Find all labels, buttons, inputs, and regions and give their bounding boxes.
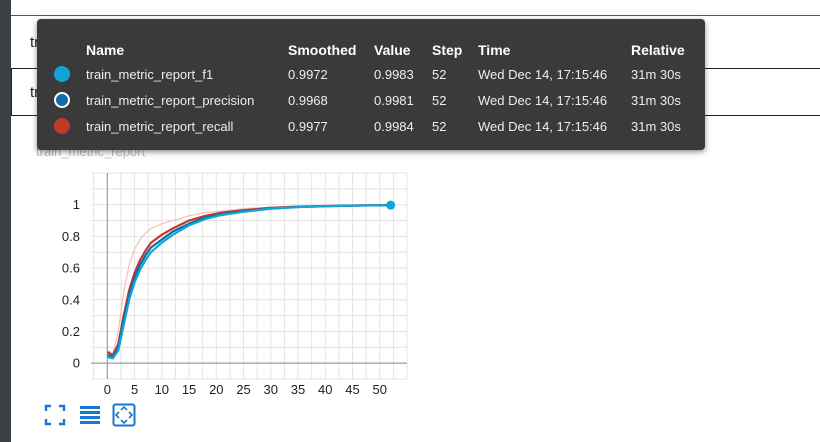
series-line xyxy=(107,204,391,358)
series-color-dot xyxy=(54,118,70,134)
raw-series-line xyxy=(107,206,271,355)
tooltip-row-step: 52 xyxy=(432,67,447,82)
y-tick-label: 0 xyxy=(73,356,80,371)
tooltip-header-step: Step xyxy=(432,42,463,58)
y-tick-label: 0.8 xyxy=(62,229,80,244)
tooltip-row-step: 52 xyxy=(432,119,447,134)
x-tick-label: 35 xyxy=(291,382,305,397)
series-color-dot xyxy=(54,66,70,82)
fullscreen-icon[interactable] xyxy=(43,403,67,427)
tooltip-row-relative: 31m 30s xyxy=(631,93,681,108)
tooltip-row-step: 52 xyxy=(432,93,447,108)
tooltip-header-smoothed: Smoothed xyxy=(288,42,357,58)
tooltip-row-time: Wed Dec 14, 17:15:46 xyxy=(478,119,608,134)
tooltip-row-relative: 31m 30s xyxy=(631,67,681,82)
x-tick-label: 30 xyxy=(264,382,278,397)
series-line xyxy=(106,203,391,357)
x-tick-label: 5 xyxy=(131,382,138,397)
x-tick-label: 45 xyxy=(345,382,359,397)
x-tick-label: 0 xyxy=(104,382,111,397)
divider xyxy=(11,15,820,16)
left-rail xyxy=(0,0,11,442)
tooltip-row-name: train_metric_report_precision xyxy=(86,93,255,108)
y-tick-label: 0.2 xyxy=(62,324,80,339)
tooltip-row-smoothed: 0.9972 xyxy=(288,67,328,82)
x-tick-label: 15 xyxy=(182,382,196,397)
x-tick-label: 40 xyxy=(318,382,332,397)
data-list-icon[interactable] xyxy=(78,403,102,427)
tooltip-header-name: Name xyxy=(86,42,125,58)
y-tick-label: 0.6 xyxy=(62,261,80,276)
series-color-dot xyxy=(54,92,70,108)
tooltip-header-time: Time xyxy=(478,42,511,58)
tooltip-row-time: Wed Dec 14, 17:15:46 xyxy=(478,67,608,82)
hover-tooltip: Name Smoothed Value Step Time Relative t… xyxy=(37,19,705,150)
tooltip-row-relative: 31m 30s xyxy=(631,119,681,134)
tooltip-row-smoothed: 0.9968 xyxy=(288,93,328,108)
tooltip-row-value: 0.9981 xyxy=(374,93,414,108)
tooltip-row-smoothed: 0.9977 xyxy=(288,119,328,134)
series-line xyxy=(107,204,391,360)
highlight-point xyxy=(386,200,396,210)
tooltip-row-name: train_metric_report_recall xyxy=(86,119,234,134)
y-tick-label: 0.4 xyxy=(62,292,80,307)
tooltip-row-time: Wed Dec 14, 17:15:46 xyxy=(478,93,608,108)
chart-series-layer xyxy=(106,200,396,360)
chart-axes xyxy=(91,173,407,379)
tooltip-header-value: Value xyxy=(374,42,411,58)
x-tick-label: 20 xyxy=(209,382,223,397)
tooltip-row-name: train_metric_report_f1 xyxy=(86,67,214,82)
x-tick-label: 10 xyxy=(155,382,169,397)
y-tick-label: 1 xyxy=(73,197,80,212)
tooltip-row-value: 0.9984 xyxy=(374,119,414,134)
fit-domain-icon[interactable] xyxy=(112,403,136,427)
x-tick-label: 50 xyxy=(373,382,387,397)
tooltip-header-relative: Relative xyxy=(631,42,685,58)
chart[interactable]: 0 5 10 15 20 25 30 35 40 45 50 0 0.2 0.4 0.6 0.8 1 xyxy=(0,160,420,400)
tooltip-row-value: 0.9983 xyxy=(374,67,414,82)
x-tick-label: 25 xyxy=(236,382,250,397)
chart-tick-labels: 0 5 10 15 20 25 30 35 40 45 50 0 0.2 0.4 0.6 0.8 1 xyxy=(62,197,387,397)
